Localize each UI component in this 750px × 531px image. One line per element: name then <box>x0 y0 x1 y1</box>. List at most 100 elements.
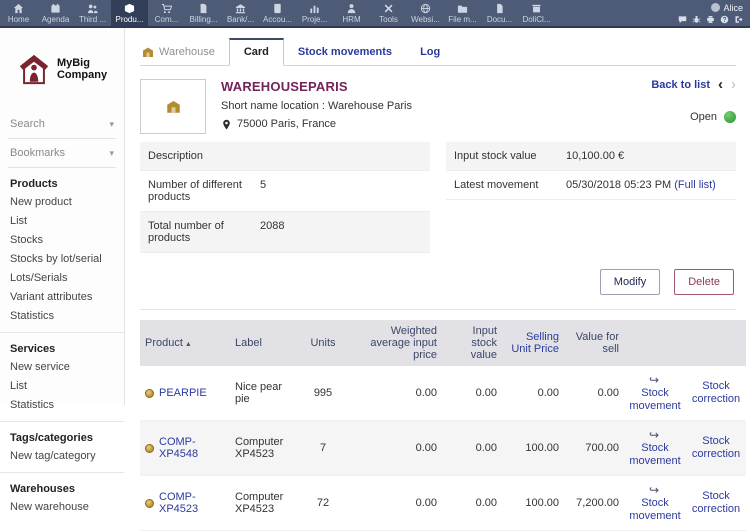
column-header-weighted-average-input-price[interactable]: Weighted average input price <box>344 320 442 366</box>
detail-row-latest-movement: Latest movement 05/30/2018 05:23 PM (Ful… <box>446 171 736 200</box>
menu-commerce[interactable]: Com... <box>148 0 185 26</box>
delete-button[interactable]: Delete <box>674 269 734 295</box>
sidebar-item-new-tag[interactable]: New tag/category <box>10 447 114 466</box>
column-header-units[interactable]: Units <box>302 320 344 366</box>
sidebar-item-lots-serials[interactable]: Lots/Serials <box>10 269 114 288</box>
section-title: Warehouses <box>10 477 114 498</box>
menu-label: Proje... <box>302 15 327 24</box>
menu-billing[interactable]: Billing... <box>185 0 222 26</box>
product-link[interactable]: COMP-XP4523 <box>159 491 225 515</box>
section-title: Tags/categories <box>10 426 114 447</box>
tab-log[interactable]: Log <box>406 40 454 65</box>
stock-correction-link[interactable]: Stock correction <box>691 435 741 461</box>
stock-correction-link[interactable]: Stock correction <box>691 490 741 516</box>
menu-tools[interactable]: Tools <box>370 0 407 26</box>
column-header-selling-unit-price[interactable]: Selling Unit Price <box>502 320 564 366</box>
menu-products[interactable]: Produ... <box>111 0 148 26</box>
value-for-sell: 7,200.00 <box>564 476 624 531</box>
user-menu[interactable]: Alice <box>711 3 743 13</box>
sidebar-item-variant-attributes[interactable]: Variant attributes <box>10 288 114 307</box>
detail-table-right: Input stock value 10,100.00 € Latest mov… <box>446 142 736 200</box>
previous-record-chevron[interactable]: ‹ <box>718 80 723 90</box>
sidebar-item-stocks-by-lot[interactable]: Stocks by lot/serial <box>10 250 114 269</box>
column-header-value-for-sell[interactable]: Value for sell <box>564 320 624 366</box>
table-header-row: Product▲ Label Units Weighted average in… <box>140 320 746 366</box>
sort-asc-icon: ▲ <box>185 341 192 348</box>
column-header-label[interactable]: Label <box>230 320 302 366</box>
menu-home[interactable]: Home <box>0 0 37 26</box>
avatar <box>711 3 720 12</box>
modify-button[interactable]: Modify <box>600 269 660 295</box>
sidebar-item-new-warehouse[interactable]: New warehouse <box>10 498 114 517</box>
bookmarks-label: Bookmarks <box>10 147 65 159</box>
sidebar-section-tags: Tags/categories New tag/category <box>0 421 124 472</box>
column-header-input-stock-value[interactable]: Input stock value <box>442 320 502 366</box>
weighted-average-input-price-value: 0.00 <box>344 421 442 476</box>
product-link[interactable]: COMP-XP4548 <box>159 436 225 460</box>
logo-house-icon <box>17 52 51 86</box>
detail-row-total-products: Total number of products 2088 <box>140 212 430 253</box>
tab-card[interactable]: Card <box>229 38 284 66</box>
column-header-product[interactable]: Product▲ <box>140 320 230 366</box>
stock-movement-link[interactable]: Stock movement <box>629 387 681 413</box>
sidebar-item-stocks[interactable]: Stocks <box>10 231 114 250</box>
sidebar-item-product-statistics[interactable]: Statistics <box>10 307 114 326</box>
column-header-stock-correction <box>686 320 746 366</box>
help-icon[interactable] <box>720 15 729 24</box>
stock-movement-link[interactable]: Stock movement <box>629 497 681 523</box>
sidebar-search-dropdown[interactable]: Search ▾ <box>8 110 116 139</box>
product-link[interactable]: PEARPIE <box>159 387 207 399</box>
menu-bank[interactable]: Bank/... <box>222 0 259 26</box>
menu-label: Third ... <box>79 15 106 24</box>
tab-stock-movements[interactable]: Stock movements <box>284 40 406 65</box>
object-tabs: Warehouse Card Stock movements Log <box>140 38 736 66</box>
sidebar-item-new-service[interactable]: New service <box>10 358 114 377</box>
warehouse-info: WAREHOUSEPARIS Short name location : War… <box>221 79 576 134</box>
section-title: Products <box>10 172 114 193</box>
input-stock-value: 0.00 <box>442 476 502 531</box>
menu-label: Agenda <box>42 15 70 24</box>
menu-label: Produ... <box>115 15 143 24</box>
back-to-list-link[interactable]: Back to list <box>651 79 710 91</box>
print-icon[interactable] <box>706 15 715 24</box>
sidebar-bookmarks-dropdown[interactable]: Bookmarks ▾ <box>8 139 116 168</box>
left-sidebar: MyBig Company Search ▾ Bookmarks ▾ Produ… <box>0 28 125 405</box>
full-list-link[interactable]: (Full list) <box>674 179 716 191</box>
menu-website[interactable]: Websi... <box>407 0 444 26</box>
menu-accounting[interactable]: Accou... <box>259 0 296 26</box>
company-logo[interactable]: MyBig Company <box>0 28 124 110</box>
stock-movement-link[interactable]: Stock movement <box>629 442 681 468</box>
menu-projects[interactable]: Proje... <box>296 0 333 26</box>
menu-file-manager[interactable]: File m... <box>444 0 481 26</box>
menu-doliclub[interactable]: DoliCl... <box>518 0 555 26</box>
menu-label: Docu... <box>487 15 512 24</box>
chat-icon[interactable] <box>678 15 687 24</box>
table-row: COMP-XP4548 Computer XP4523 7 0.00 0.00 … <box>140 421 746 476</box>
search-label: Search <box>10 118 45 130</box>
section-title: Services <box>10 337 114 358</box>
value-for-sell: 700.00 <box>564 421 624 476</box>
menu-third-parties[interactable]: Third ... <box>74 0 111 26</box>
menu-documents[interactable]: Docu... <box>481 0 518 26</box>
sidebar-item-service-statistics[interactable]: Statistics <box>10 396 114 415</box>
units-value: 72 <box>302 476 344 531</box>
selling-unit-price-value: 0.00 <box>502 366 564 421</box>
input-stock-value: 0.00 <box>442 421 502 476</box>
bank-icon <box>235 3 246 14</box>
stock-correction-link[interactable]: Stock correction <box>691 380 741 406</box>
box-icon <box>531 3 542 14</box>
menu-label: File m... <box>448 15 476 24</box>
sidebar-item-product-list[interactable]: List <box>10 212 114 231</box>
chart-bars-icon <box>309 3 320 14</box>
globe-icon <box>420 3 431 14</box>
menu-hrm[interactable]: HRM <box>333 0 370 26</box>
calendar-icon <box>50 3 61 14</box>
logout-icon[interactable] <box>734 15 743 24</box>
menu-agenda[interactable]: Agenda <box>37 0 74 26</box>
stock-movement-arrow-icon: ↪ <box>649 483 659 497</box>
sidebar-item-new-product[interactable]: New product <box>10 193 114 212</box>
sidebar-item-service-list[interactable]: List <box>10 377 114 396</box>
menu-label: Billing... <box>189 15 217 24</box>
bug-report-icon[interactable] <box>692 15 701 24</box>
warehouse-address: 75000 Paris, France <box>237 118 336 130</box>
